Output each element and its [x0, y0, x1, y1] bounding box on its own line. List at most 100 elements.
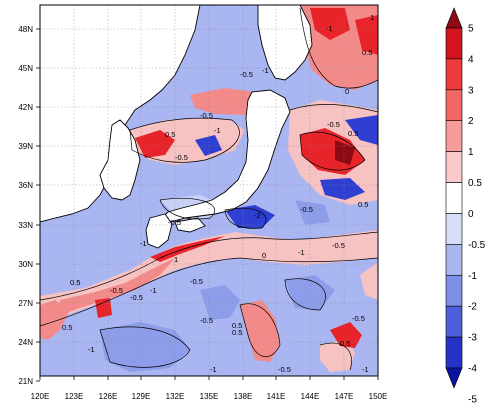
colorbar-label: -2 [468, 302, 477, 313]
cool-strong-east-2 [320, 178, 365, 200]
map-plot-area [40, 5, 378, 376]
contour-label: -0.5 [300, 205, 313, 214]
colorbar-top-triangle [445, 7, 463, 29]
warm-spot-1 [95, 298, 112, 318]
lat-label: 45N [18, 64, 33, 73]
warm-northeast-core [310, 8, 350, 40]
colorbar-label: 0 [468, 209, 474, 220]
japan-sea-core [135, 130, 175, 158]
contour-label: -1 [262, 66, 269, 75]
warm-east-max [335, 140, 355, 165]
contour-label: 0.5 [232, 321, 242, 330]
contour-line-1 [40, 231, 378, 301]
kyushu [145, 213, 173, 249]
colorbar-label: 3 [468, 85, 474, 96]
contour-label: 0.5 [362, 48, 372, 57]
colorbar-label: -3 [468, 333, 477, 344]
warm-northeast-edge [355, 15, 378, 55]
cool-south-2 [200, 285, 240, 320]
colorbar-cell [445, 274, 463, 307]
contour-label: -1 [298, 248, 305, 257]
lon-label: 135E [200, 392, 219, 401]
contour-label: 0 [345, 87, 349, 96]
colorbar-label: -5 [468, 394, 477, 405]
contour-label: -0.5 [190, 277, 203, 286]
contour-line-11 [159, 197, 216, 220]
colorbar-cell [445, 27, 463, 60]
contour-label: -0.5 [200, 111, 213, 120]
colorbar-label: 4 [468, 54, 474, 65]
lat-label: 30N [18, 260, 33, 269]
lat-label: 21N [18, 377, 33, 386]
axis-ticks [36, 28, 379, 382]
lat-label: 24N [18, 338, 33, 347]
colorbar-label: 1 [468, 147, 474, 158]
contour-label: -1 [140, 239, 147, 248]
contour-label: 0 [262, 251, 266, 260]
contour-line-7 [129, 117, 240, 163]
contour-label: -0.5 [200, 316, 213, 325]
contour-label: 0.5 [232, 328, 242, 337]
lat-label: 33N [18, 221, 33, 230]
lon-label: 126E [99, 392, 118, 401]
contour-label: -0.5 [168, 218, 181, 227]
contour-label: 0.5 [62, 323, 72, 332]
contour-label: 0.5 [70, 278, 80, 287]
colorbar-label: -1 [468, 271, 477, 282]
lat-label: 36N [18, 181, 33, 190]
cool-south-1 [100, 322, 190, 372]
contour-line-12 [319, 342, 352, 371]
contour-line-2 [40, 257, 378, 327]
contour-label: 1 [174, 255, 178, 264]
contour-label: -0.5 [352, 314, 365, 323]
contour-label: -1 [326, 24, 333, 33]
contour-labels: -1 -0.5 0.5 1 -0.5 -1 0 0.5 -0.5 -1 -2 -… [62, 13, 374, 374]
cool-strong-1 [225, 205, 275, 228]
colorbar-cell [445, 305, 463, 338]
colorbar-cell [445, 58, 463, 91]
contour-label: 1 [370, 13, 374, 22]
lon-label: 144E [301, 392, 320, 401]
lon-label: 129E [132, 392, 151, 401]
kuroshio-core [60, 258, 175, 315]
contour-line-4 [239, 303, 281, 357]
colorbar-cell [445, 244, 463, 276]
colorbar-label: 2 [468, 116, 474, 127]
contour-label: -1 [150, 286, 157, 295]
contour-label: 0.5 [165, 130, 175, 139]
lat-label: 39N [18, 142, 33, 151]
colorbar-label: -4 [468, 364, 477, 375]
korean-peninsula [99, 119, 141, 201]
contour-label: -1 [362, 365, 369, 374]
warm-spot-east [330, 322, 362, 348]
warm-anomaly-regions [40, 5, 378, 372]
contour-label: -0.5 [130, 293, 143, 302]
colorbar-cell [445, 336, 463, 369]
contour-line-10 [284, 278, 326, 311]
contour-line-8 [299, 7, 378, 89]
grid-lines [40, 5, 378, 376]
contour-line-5 [289, 104, 378, 113]
cool-strong-east [345, 115, 378, 145]
colorbar-cell [445, 213, 463, 245]
colorbar-bottom-triangle [445, 367, 463, 389]
colorbar-label: 0.5 [468, 178, 482, 189]
contour-label: -0.5 [240, 70, 253, 79]
lat-label: 42N [18, 103, 33, 112]
contour-label: 0.5 [348, 129, 358, 138]
lon-label: 138E [234, 392, 253, 401]
lon-label: 150E [369, 392, 388, 401]
contour-label: -1 [88, 345, 95, 354]
contour-line-6 [299, 131, 366, 171]
contour-label: -1 [210, 365, 217, 374]
cool-mid-east [295, 200, 330, 225]
contour-label: -0.5 [278, 365, 291, 374]
lon-label: 120E [31, 392, 50, 401]
colorbar-cell [445, 151, 463, 183]
warm-southwest [40, 300, 70, 340]
colorbar-label: -0.5 [468, 240, 486, 251]
contour-line-3 [99, 326, 191, 368]
lon-label: 147E [335, 392, 354, 401]
lon-label: 132E [166, 392, 185, 401]
